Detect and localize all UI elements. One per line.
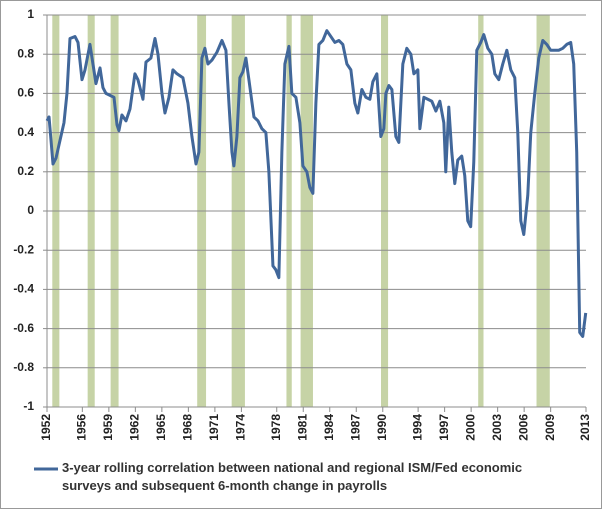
- x-tick-label: 1959: [101, 414, 115, 441]
- y-tick-label: -0.6: [13, 321, 34, 335]
- x-tick-label: 1962: [128, 414, 142, 441]
- x-tick-label: 1952: [39, 414, 53, 441]
- x-tick-label: 1990: [375, 414, 389, 441]
- y-tick-label: -0.8: [13, 360, 34, 374]
- legend: 3-year rolling correlation between natio…: [62, 459, 572, 495]
- x-tick-label: 1987: [348, 414, 362, 441]
- y-tick-label: -0.2: [13, 242, 34, 256]
- x-tick-label: 1994: [410, 414, 424, 441]
- x-tick-label: 1978: [269, 414, 283, 441]
- x-tick-label: 1981: [295, 414, 309, 441]
- x-tick-label: 1974: [234, 414, 248, 441]
- series-line: [45, 29, 588, 338]
- x-tick-label: 2006: [516, 414, 530, 441]
- x-tick-label: 2013: [578, 414, 592, 441]
- y-tick-label: 0.2: [17, 164, 34, 178]
- legend-label: 3-year rolling correlation between natio…: [62, 460, 523, 493]
- x-tick-label: 1956: [75, 414, 89, 441]
- x-tick-label: 1984: [322, 414, 336, 441]
- y-tick-label: 0: [27, 203, 34, 217]
- x-tick-label: 1997: [437, 414, 451, 441]
- y-tick-label: 0.8: [17, 46, 34, 60]
- x-tick-label: 2003: [490, 414, 504, 441]
- x-tick-label: 2009: [543, 414, 557, 441]
- y-tick-label: 0.4: [17, 125, 34, 139]
- y-tick-label: 0.6: [17, 86, 34, 100]
- x-tick-label: 2000: [463, 414, 477, 441]
- y-tick-label: 1: [27, 7, 34, 21]
- x-tick-label: 1971: [207, 414, 221, 441]
- y-tick-label: -0.4: [13, 282, 34, 296]
- x-tick-label: 1965: [154, 414, 168, 441]
- x-tick-label: 1968: [181, 414, 195, 441]
- y-tick-label: -1: [23, 399, 34, 413]
